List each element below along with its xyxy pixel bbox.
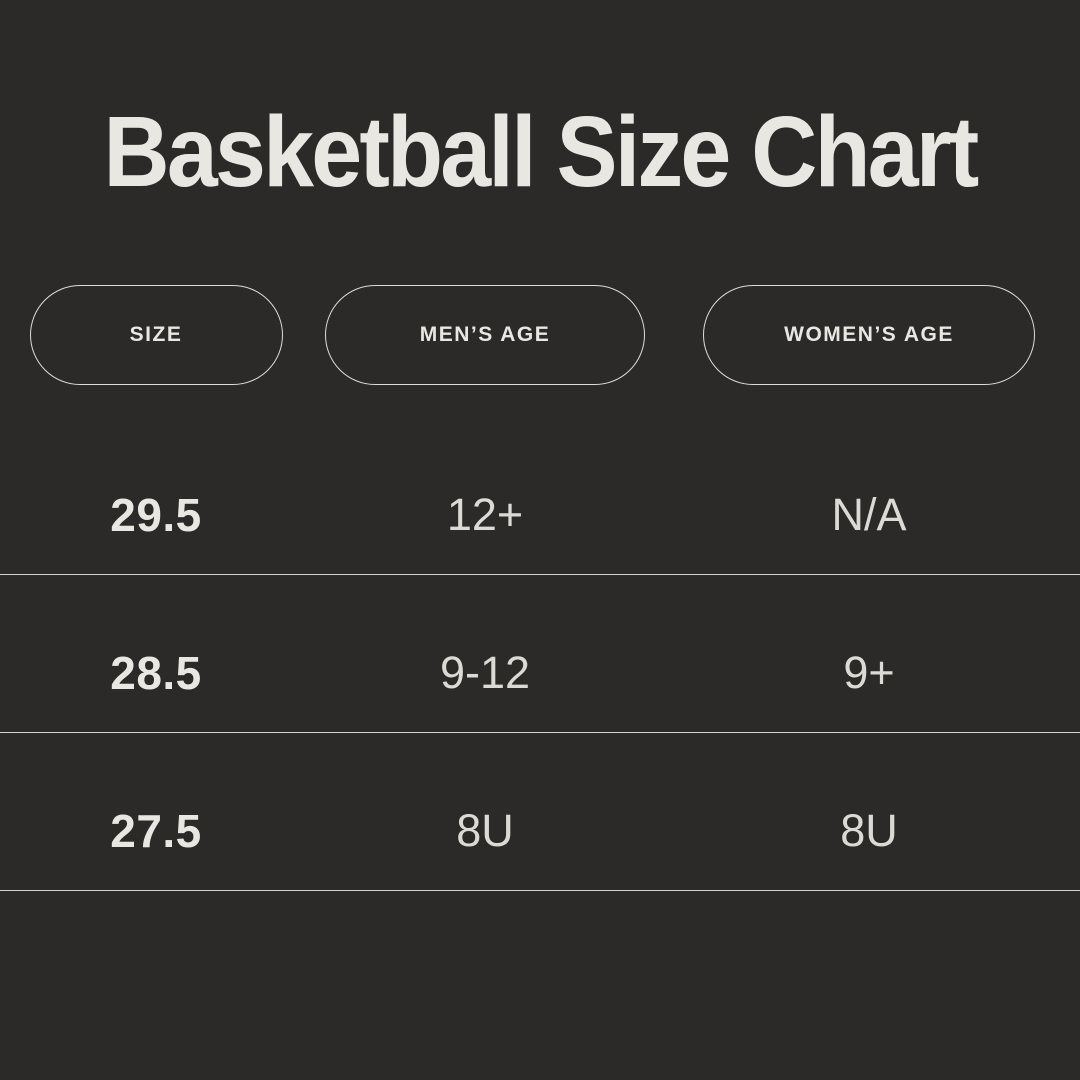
cell-womens-age: 9+ — [843, 646, 895, 698]
table-row: 29.5 12+ N/A — [0, 417, 1080, 575]
header-label-womens-age: WOMEN’S AGE — [784, 323, 954, 346]
cell-size: 28.5 — [110, 646, 202, 699]
cell-mens-age: 8U — [456, 804, 514, 856]
cell-size: 27.5 — [110, 804, 202, 857]
header-col-mens-age: MEN’S AGE — [312, 285, 658, 385]
cell-mens-age: 9-12 — [439, 646, 531, 698]
header-col-size: SIZE — [0, 285, 312, 385]
page-title: Basketball Size Chart — [103, 96, 980, 208]
table-row: 28.5 9-12 9+ — [0, 575, 1080, 733]
header-label-mens-age: MEN’S AGE — [419, 323, 551, 346]
header-col-womens-age: WOMEN’S AGE — [658, 285, 1080, 385]
cell-womens-age: N/A — [831, 488, 907, 540]
table-header-row: SIZE MEN’S AGE WOMEN’S AGE — [0, 285, 1080, 385]
header-pill-size: SIZE — [29, 285, 283, 385]
table-row: 27.5 8U 8U — [0, 733, 1080, 891]
header-pill-womens-age: WOMEN’S AGE — [703, 285, 1035, 385]
header-label-size: SIZE — [129, 323, 183, 346]
cell-size: 29.5 — [110, 488, 202, 541]
size-table: 29.5 12+ N/A 28.5 9-12 9+ 27.5 8U 8U — [0, 417, 1080, 891]
cell-mens-age: 12+ — [446, 488, 524, 540]
cell-womens-age: 8U — [840, 804, 898, 856]
header-pill-mens-age: MEN’S AGE — [325, 285, 645, 385]
